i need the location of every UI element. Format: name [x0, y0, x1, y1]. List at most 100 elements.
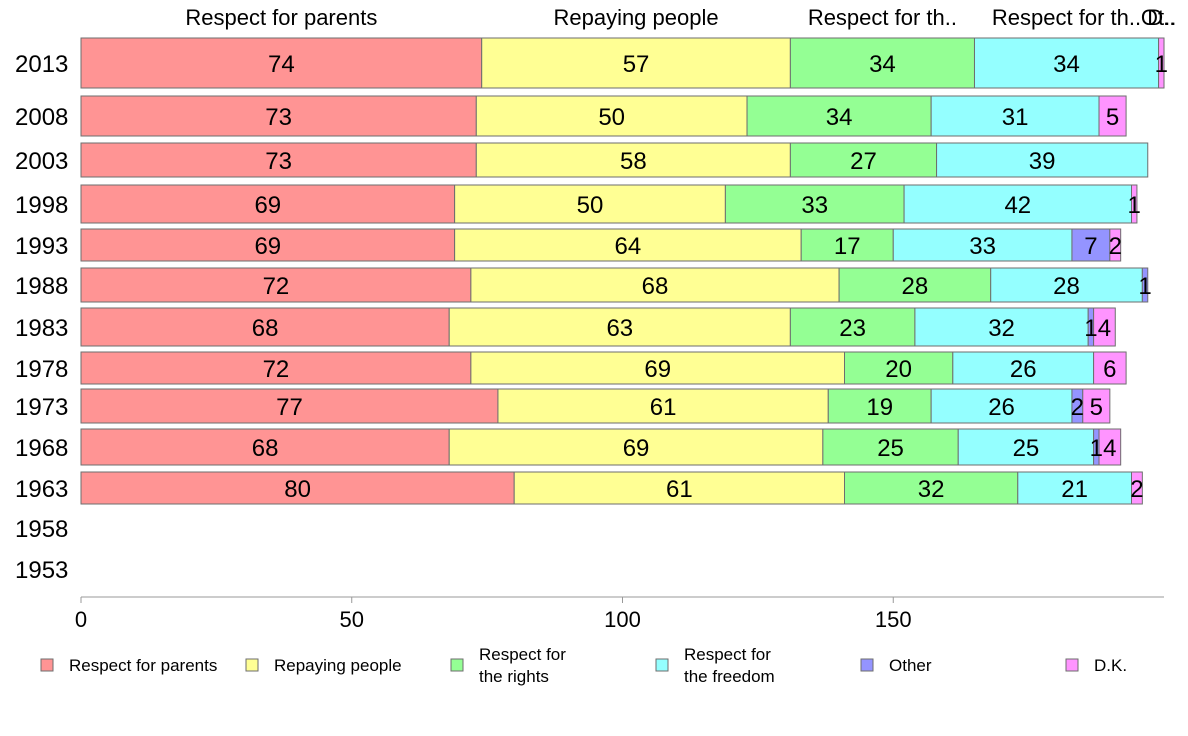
x-tick-label-100: 100 [604, 607, 641, 632]
category-labels-group: 2013 2008 2003 1998 1993 1988 1983 1978 1973 1968… [15, 51, 68, 584]
bar-segment-1973-s3 [930, 388, 1073, 424]
bar-segment-1993-s5 [1109, 228, 1122, 262]
legend: Respect for parents Repaying people Respec… [40, 645, 1127, 686]
legend-label-5: D.K. [1094, 656, 1127, 675]
category-label-2008: 2008 [15, 104, 68, 131]
legend-swatch-3 [655, 658, 669, 672]
series-top-label-2: Respect for th.. [808, 5, 957, 30]
data-label-1973-s0: 77 [276, 394, 303, 421]
series-top-label-5: D.. [1147, 5, 1175, 30]
bar-segment-2008-s1 [475, 95, 748, 137]
bar-segment-1998-s1 [454, 184, 726, 224]
data-label-1968-s1: 69 [623, 435, 650, 462]
bar-segment-1988-s3 [990, 267, 1143, 303]
bar-segment-1968-s3 [957, 428, 1095, 466]
series-top-label-3: Respect for th.. [992, 5, 1141, 30]
bar-segment-2013-s2 [789, 37, 975, 89]
bar-segment-1993-s0 [80, 228, 456, 262]
legend-swatch-0 [40, 658, 54, 672]
data-label-1983-s1: 63 [606, 315, 633, 342]
category-label-2013: 2013 [15, 51, 68, 78]
category-label-1983: 1983 [15, 315, 68, 342]
data-label-1968-s4: 1 [1090, 435, 1103, 462]
data-label-1968-s0: 68 [252, 435, 279, 462]
data-label-2008-s2: 34 [826, 104, 853, 131]
data-label-1993-s0: 69 [254, 233, 281, 260]
data-label-2008-s0: 73 [265, 104, 292, 131]
data-label-1988-s3: 28 [1053, 273, 1080, 300]
data-label-2013-s0: 74 [268, 51, 295, 78]
x-tick-label-150: 150 [875, 607, 912, 632]
data-label-1978-s0: 72 [263, 356, 290, 383]
bar-segment-1993-s4 [1071, 228, 1111, 262]
legend-label-2: Respect for the rights [479, 645, 566, 686]
data-label-1983-s5: 4 [1098, 315, 1111, 342]
bar-segment-1978-s5 [1093, 351, 1127, 385]
category-label-1953: 1953 [15, 557, 68, 584]
bar-segment-2003-s1 [475, 142, 791, 178]
data-label-1978-s5: 6 [1103, 356, 1116, 383]
legend-label-4: Other [889, 656, 932, 675]
bar-segment-1978-s0 [80, 351, 472, 385]
data-label-1983-s3: 32 [988, 315, 1015, 342]
data-label-1973-s1: 61 [650, 394, 677, 421]
bar-segment-2013-s5 [1158, 37, 1165, 89]
category-label-1978: 1978 [15, 356, 68, 383]
data-label-1998-s3: 42 [1004, 192, 1031, 219]
data-label-1963-s3: 21 [1061, 476, 1088, 503]
bar-segment-1973-s5 [1082, 388, 1111, 424]
category-label-1968: 1968 [15, 435, 68, 462]
bar-segment-1988-s2 [838, 267, 992, 303]
data-label-1988-s0: 72 [263, 273, 290, 300]
bars-group [80, 37, 1165, 505]
bar-segment-1968-s5 [1098, 428, 1122, 466]
bar-segment-1963-s3 [1017, 471, 1133, 505]
data-label-1998-s1: 50 [577, 192, 604, 219]
data-label-1983-s2: 23 [839, 315, 866, 342]
data-label-1963-s1: 61 [666, 476, 693, 503]
data-label-2008-s5: 5 [1106, 104, 1119, 131]
bar-segment-2013-s0 [80, 37, 483, 89]
category-label-1988: 1988 [15, 273, 68, 300]
data-label-1988-s1: 68 [642, 273, 669, 300]
data-label-1978-s3: 26 [1010, 356, 1037, 383]
data-label-1983-s0: 68 [252, 315, 279, 342]
bar-segment-1973-s0 [80, 388, 499, 424]
data-label-1983-s4: 1 [1084, 315, 1097, 342]
category-label-1998: 1998 [15, 192, 68, 219]
data-label-1963-s0: 80 [284, 476, 311, 503]
data-label-2003-s0: 73 [265, 148, 292, 175]
data-label-1973-s3: 26 [988, 394, 1015, 421]
data-label-1993-s2: 17 [834, 233, 861, 260]
bar-segment-2003-s0 [80, 142, 477, 178]
data-label-1963-s5: 2 [1130, 476, 1143, 503]
legend-label-0: Respect for parents [69, 656, 217, 675]
bar-segment-1963-s1 [513, 471, 846, 505]
bar-segment-1983-s3 [914, 307, 1089, 347]
bar-segment-2008-s3 [930, 95, 1100, 137]
data-label-1963-s2: 32 [918, 476, 945, 503]
data-label-1978-s1: 69 [644, 356, 671, 383]
bar-segment-2013-s3 [973, 37, 1160, 89]
legend-swatch-2 [450, 658, 464, 672]
data-label-1993-s5: 2 [1109, 233, 1122, 260]
data-label-2003-s2: 27 [850, 148, 877, 175]
data-label-2013-s2: 34 [869, 51, 896, 78]
bar-segment-1978-s1 [470, 351, 846, 385]
data-label-1973-s5: 5 [1090, 394, 1103, 421]
data-label-2008-s3: 31 [1002, 104, 1029, 131]
bar-segment-1978-s2 [844, 351, 954, 385]
bar-segment-1963-s5 [1131, 471, 1143, 505]
bar-segment-1993-s1 [454, 228, 802, 262]
x-tick-label-0: 0 [75, 607, 87, 632]
data-label-1993-s3: 33 [969, 233, 996, 260]
bar-segment-1983-s1 [448, 307, 791, 347]
bar-segment-1968-s2 [822, 428, 959, 466]
bar-segment-1988-s0 [80, 267, 472, 303]
data-label-2003-s3: 39 [1029, 148, 1056, 175]
data-label-1998-s5: 1 [1128, 192, 1141, 219]
data-label-1998-s2: 33 [801, 192, 828, 219]
legend-swatch-5 [1065, 658, 1079, 672]
bar-segment-1973-s2 [827, 388, 932, 424]
